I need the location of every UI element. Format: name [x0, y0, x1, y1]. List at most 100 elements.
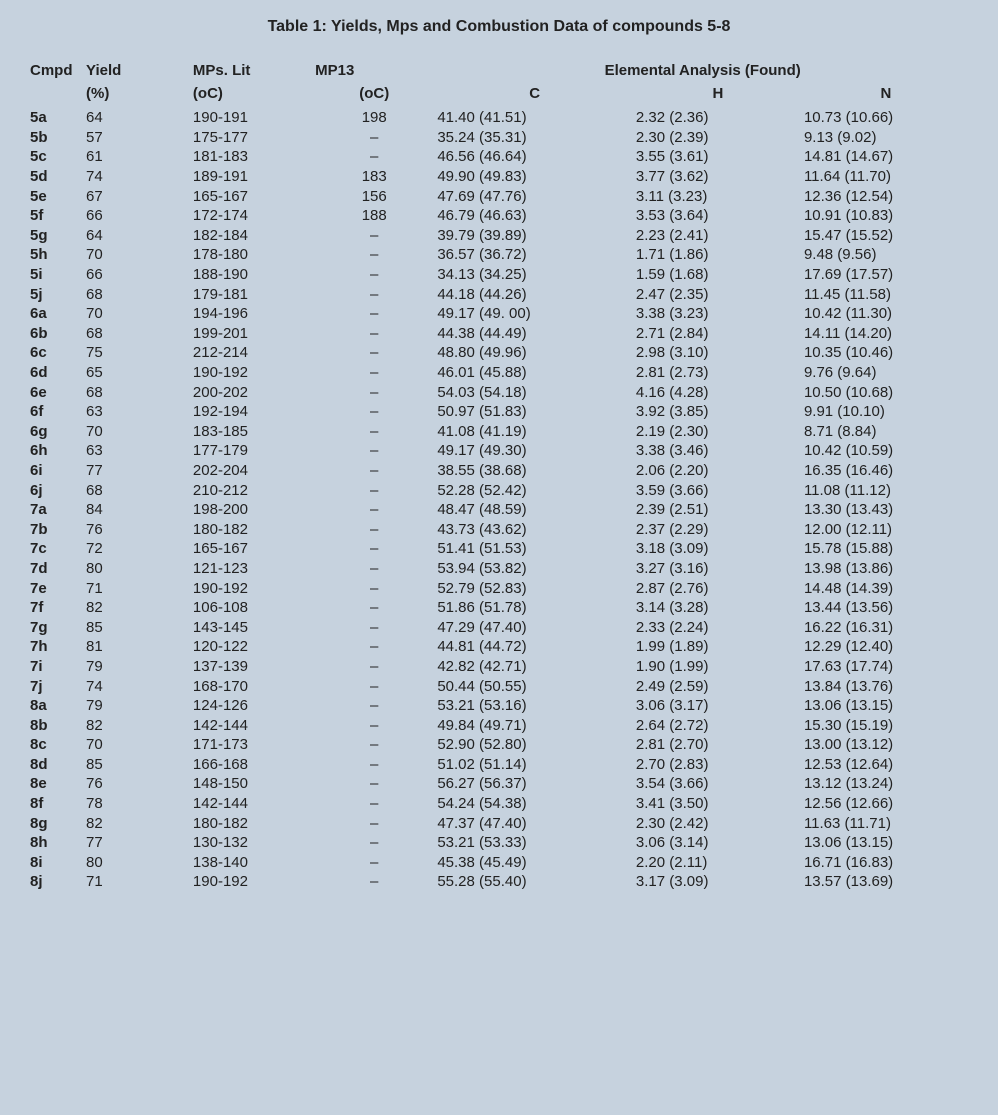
cell-mplit: 210-212 [191, 480, 313, 500]
cell-n: 13.06 (13.15) [802, 833, 970, 853]
cell-yield: 70 [84, 422, 191, 442]
table-row: 7a84198-200–48.47 (48.59)2.39 (2.51)13.3… [28, 500, 970, 520]
cell-n: 16.71 (16.83) [802, 853, 970, 873]
cell-mp13: – [313, 637, 435, 657]
cell-mp13: – [313, 402, 435, 422]
cell-h: 3.17 (3.09) [634, 872, 802, 892]
table-row: 8i80138-140–45.38 (45.49)2.20 (2.11)16.7… [28, 853, 970, 873]
cell-mplit: 189-191 [191, 167, 313, 187]
cell-h: 2.06 (2.20) [634, 461, 802, 481]
cell-cmpd: 6b [28, 324, 84, 344]
cell-mp13: – [313, 794, 435, 814]
table-row: 6a70194-196–49.17 (49. 00)3.38 (3.23)10.… [28, 304, 970, 324]
cell-mplit: 198-200 [191, 500, 313, 520]
cell-h: 3.77 (3.62) [634, 167, 802, 187]
cell-mp13: – [313, 559, 435, 579]
cell-yield: 75 [84, 343, 191, 363]
table-row: 7i79137-139–42.82 (42.71)1.90 (1.99)17.6… [28, 657, 970, 677]
cell-n: 10.73 (10.66) [802, 108, 970, 128]
table-row: 7b76180-182–43.73 (43.62)2.37 (2.29)12.0… [28, 519, 970, 539]
cell-h: 3.54 (3.66) [634, 774, 802, 794]
cell-yield: 65 [84, 363, 191, 383]
cell-yield: 80 [84, 559, 191, 579]
cell-n: 11.63 (11.71) [802, 813, 970, 833]
cell-cmpd: 5h [28, 245, 84, 265]
cell-mplit: 121-123 [191, 559, 313, 579]
cell-c: 52.28 (52.42) [435, 480, 634, 500]
cell-mp13: 188 [313, 206, 435, 226]
cell-n: 11.45 (11.58) [802, 284, 970, 304]
cell-c: 52.90 (52.80) [435, 735, 634, 755]
cell-yield: 79 [84, 696, 191, 716]
cell-cmpd: 8g [28, 813, 84, 833]
cell-c: 42.82 (42.71) [435, 657, 634, 677]
table-row: 6b68199-201–44.38 (44.49)2.71 (2.84)14.1… [28, 324, 970, 344]
table-row: 5e67165-16715647.69 (47.76)3.11 (3.23)12… [28, 186, 970, 206]
cell-c: 52.79 (52.83) [435, 578, 634, 598]
cell-h: 3.18 (3.09) [634, 539, 802, 559]
cell-cmpd: 6e [28, 382, 84, 402]
cell-cmpd: 5f [28, 206, 84, 226]
cell-c: 39.79 (39.89) [435, 226, 634, 246]
cell-h: 2.47 (2.35) [634, 284, 802, 304]
cell-h: 2.81 (2.70) [634, 735, 802, 755]
cell-cmpd: 7h [28, 637, 84, 657]
cell-yield: 74 [84, 167, 191, 187]
cell-n: 13.44 (13.56) [802, 598, 970, 618]
cell-n: 10.91 (10.83) [802, 206, 970, 226]
cell-cmpd: 5b [28, 128, 84, 148]
cell-c: 35.24 (35.31) [435, 128, 634, 148]
cell-h: 1.71 (1.86) [634, 245, 802, 265]
cell-c: 43.73 (43.62) [435, 519, 634, 539]
cell-n: 9.91 (10.10) [802, 402, 970, 422]
cell-mplit: 190-191 [191, 108, 313, 128]
cell-n: 9.48 (9.56) [802, 245, 970, 265]
cell-mp13: – [313, 265, 435, 285]
cell-mplit: 137-139 [191, 657, 313, 677]
cell-n: 16.35 (16.46) [802, 461, 970, 481]
table-row: 5i66188-190–34.13 (34.25)1.59 (1.68)17.6… [28, 265, 970, 285]
cell-cmpd: 8i [28, 853, 84, 873]
cell-h: 2.19 (2.30) [634, 422, 802, 442]
cell-n: 12.56 (12.66) [802, 794, 970, 814]
cell-c: 49.90 (49.83) [435, 167, 634, 187]
cell-yield: 74 [84, 676, 191, 696]
cell-cmpd: 7e [28, 578, 84, 598]
cell-cmpd: 7d [28, 559, 84, 579]
cell-mplit: 124-126 [191, 696, 313, 716]
cell-c: 51.41 (51.53) [435, 539, 634, 559]
cell-cmpd: 8d [28, 755, 84, 775]
cell-n: 12.36 (12.54) [802, 186, 970, 206]
cell-yield: 68 [84, 480, 191, 500]
cell-c: 50.44 (50.55) [435, 676, 634, 696]
cell-mplit: 165-167 [191, 539, 313, 559]
cell-mp13: – [313, 245, 435, 265]
cell-c: 41.40 (41.51) [435, 108, 634, 128]
cell-yield: 63 [84, 441, 191, 461]
cell-h: 3.14 (3.28) [634, 598, 802, 618]
cell-n: 13.30 (13.43) [802, 500, 970, 520]
cell-mplit: 180-182 [191, 813, 313, 833]
cell-h: 1.99 (1.89) [634, 637, 802, 657]
cell-yield: 79 [84, 657, 191, 677]
cell-n: 10.35 (10.46) [802, 343, 970, 363]
cell-n: 12.53 (12.64) [802, 755, 970, 775]
cell-mp13: – [313, 735, 435, 755]
cell-c: 53.94 (53.82) [435, 559, 634, 579]
cell-h: 2.32 (2.36) [634, 108, 802, 128]
cell-h: 2.49 (2.59) [634, 676, 802, 696]
cell-n: 17.69 (17.57) [802, 265, 970, 285]
cell-c: 53.21 (53.33) [435, 833, 634, 853]
cell-yield: 68 [84, 382, 191, 402]
cell-cmpd: 6d [28, 363, 84, 383]
cell-cmpd: 6c [28, 343, 84, 363]
cell-h: 3.92 (3.85) [634, 402, 802, 422]
data-table: Cmpd Yield MPs. Lit MP13 Elemental Analy… [28, 62, 970, 892]
cell-mplit: 192-194 [191, 402, 313, 422]
table-row: 8a79124-126–53.21 (53.16)3.06 (3.17)13.0… [28, 696, 970, 716]
cell-cmpd: 7c [28, 539, 84, 559]
cell-cmpd: 7i [28, 657, 84, 677]
cell-c: 50.97 (51.83) [435, 402, 634, 422]
cell-mplit: 143-145 [191, 617, 313, 637]
table-row: 8g82180-182–47.37 (47.40)2.30 (2.42)11.6… [28, 813, 970, 833]
